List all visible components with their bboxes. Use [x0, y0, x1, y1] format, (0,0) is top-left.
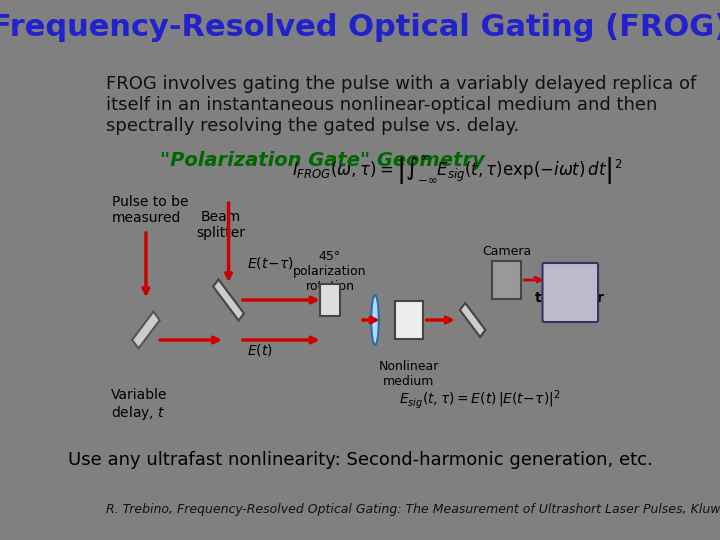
Text: 45°
polarization
rotation: 45° polarization rotation: [293, 250, 366, 293]
Polygon shape: [132, 312, 160, 348]
Text: Camera: Camera: [482, 245, 531, 258]
Text: FROG involves gating the pulse with a variably delayed replica of
itself in an i: FROG involves gating the pulse with a va…: [106, 75, 696, 134]
FancyBboxPatch shape: [542, 263, 598, 322]
Text: "Polarization Gate" Geometry: "Polarization Gate" Geometry: [160, 151, 485, 170]
Text: Variable
delay, $t$: Variable delay, $t$: [111, 388, 167, 422]
Text: $E(t\!-\!\tau)$: $E(t\!-\!\tau)$: [248, 255, 294, 271]
Text: $I_{FROG}(\omega,\tau) = \left| \int_{-\infty}^{\infty} E_{sig}(t,\tau) \exp(-i\: $I_{FROG}(\omega,\tau) = \left| \int_{-\…: [292, 153, 623, 187]
Text: R. Trebino, Frequency-Resolved Optical Gating: The Measurement of Ultrashort Las: R. Trebino, Frequency-Resolved Optical G…: [106, 503, 720, 516]
Text: Pulse to be
measured: Pulse to be measured: [112, 195, 189, 225]
Ellipse shape: [372, 295, 379, 345]
Text: Nonlinear
medium: Nonlinear medium: [379, 360, 439, 388]
FancyBboxPatch shape: [395, 301, 423, 339]
Polygon shape: [460, 303, 485, 337]
Text: Frequency-Resolved Optical Gating (FROG): Frequency-Resolved Optical Gating (FROG): [0, 14, 720, 43]
FancyBboxPatch shape: [492, 261, 521, 299]
Text: Beam
splitter: Beam splitter: [197, 210, 246, 240]
Text: Use any ultrafast nonlinearity: Second-harmonic generation, etc.: Use any ultrafast nonlinearity: Second-h…: [68, 451, 652, 469]
Text: $E(t)$: $E(t)$: [248, 342, 273, 358]
Text: $E_{sig}(t,\tau)= E(t)\, |E(t\!-\!\tau)|^2$: $E_{sig}(t,\tau)= E(t)\, |E(t\!-\!\tau)|…: [400, 389, 561, 411]
Polygon shape: [213, 280, 244, 321]
FancyBboxPatch shape: [320, 284, 340, 316]
Text: Spec-
trometer: Spec- trometer: [535, 275, 606, 305]
